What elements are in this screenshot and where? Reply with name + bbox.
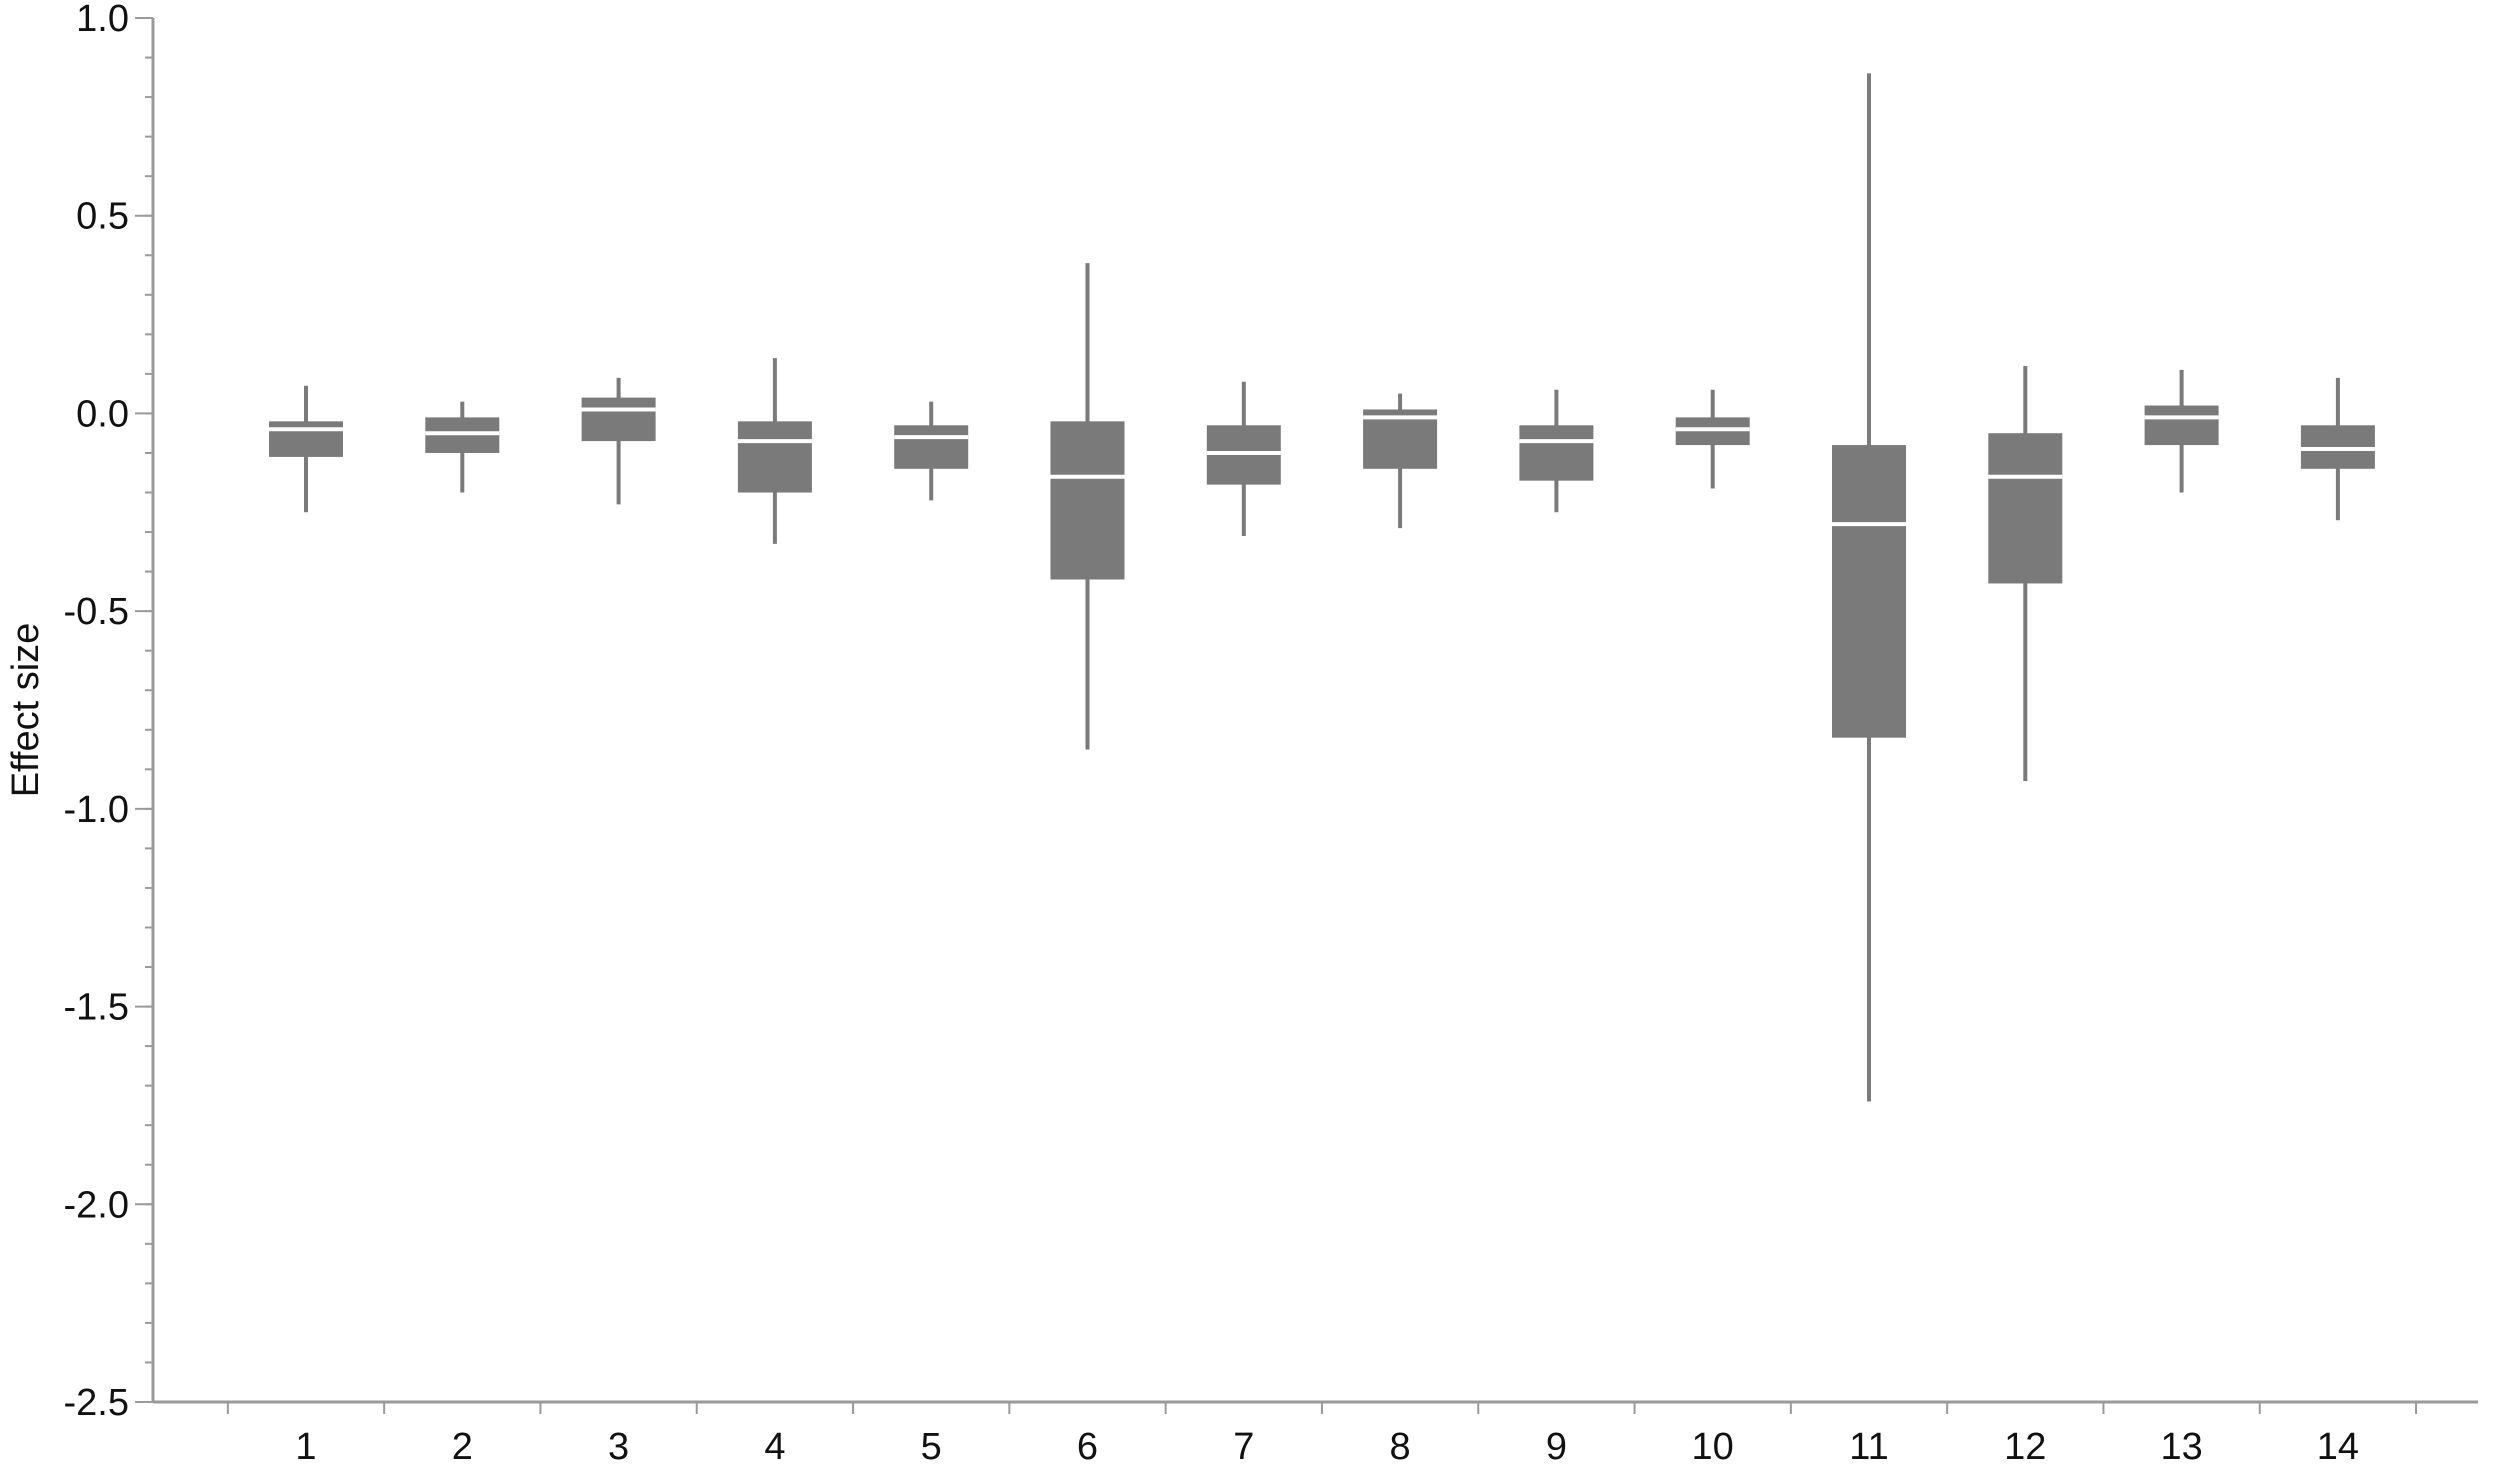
- y-tick-label: 1.0: [76, 0, 129, 40]
- box-iqr: [1988, 433, 2063, 584]
- y-tick-labels: 1.0 0.5 0.0 -0.5 -1.0 -1.5 -2.0 -2.5: [64, 0, 129, 1424]
- box-group: [1206, 381, 1281, 537]
- boxes: [269, 73, 2375, 1102]
- x-tick-label: 8: [1390, 1426, 1411, 1468]
- box-iqr: [894, 425, 969, 469]
- x-tick-label: 7: [1233, 1426, 1254, 1468]
- box-iqr: [581, 397, 656, 442]
- x-tick-label: 13: [2160, 1426, 2202, 1468]
- x-tick-label: 11: [1849, 1426, 1888, 1468]
- box-group: [1519, 389, 1594, 513]
- x-tick-label: 1: [295, 1426, 316, 1468]
- box-group: [1675, 389, 1750, 489]
- box-iqr: [269, 421, 343, 457]
- box-group: [1988, 365, 2063, 782]
- x-tick-label: 9: [1546, 1426, 1567, 1468]
- box-iqr: [2144, 405, 2219, 446]
- y-tick-label: 0.5: [76, 196, 129, 238]
- y-tick-label: 0.0: [76, 393, 129, 435]
- x-tick-label: 14: [2317, 1426, 2359, 1468]
- x-tick-label: 12: [2004, 1426, 2046, 1468]
- x-ticks: [226, 1402, 2418, 1414]
- x-tick-label: 2: [452, 1426, 473, 1468]
- box-group: [894, 401, 969, 501]
- y-tick-label: -1.0: [64, 789, 129, 831]
- x-tick-label: 3: [608, 1426, 629, 1468]
- y-tick-label: -2.0: [64, 1184, 129, 1226]
- y-tick-label: -2.5: [64, 1382, 129, 1424]
- box-iqr: [1050, 421, 1125, 580]
- box-iqr: [1519, 425, 1594, 481]
- box-group: [1832, 73, 1906, 1102]
- box-group: [2300, 377, 2375, 521]
- x-tick-label: 10: [1692, 1426, 1734, 1468]
- x-tick-labels: 1 2 3 4 5 6 7 8 9 10 11 12 13 14: [295, 1426, 2359, 1468]
- y-tick-label: -0.5: [64, 591, 129, 633]
- x-tick-label: 4: [764, 1426, 785, 1468]
- box-group: [425, 401, 500, 493]
- x-tick-label: 6: [1077, 1426, 1098, 1468]
- box-iqr: [1832, 445, 1906, 738]
- box-group: [581, 377, 656, 505]
- x-tick-label: 5: [921, 1426, 942, 1468]
- y-axis-label: Effect size: [5, 623, 47, 798]
- box-group: [269, 385, 343, 513]
- box-group: [1050, 263, 1125, 750]
- y-major-ticks: [135, 17, 153, 1403]
- y-tick-label: -1.5: [64, 987, 129, 1029]
- box-group: [2144, 369, 2219, 493]
- box-group: [737, 358, 812, 544]
- box-group: [1363, 393, 1438, 529]
- box-iqr: [737, 421, 812, 493]
